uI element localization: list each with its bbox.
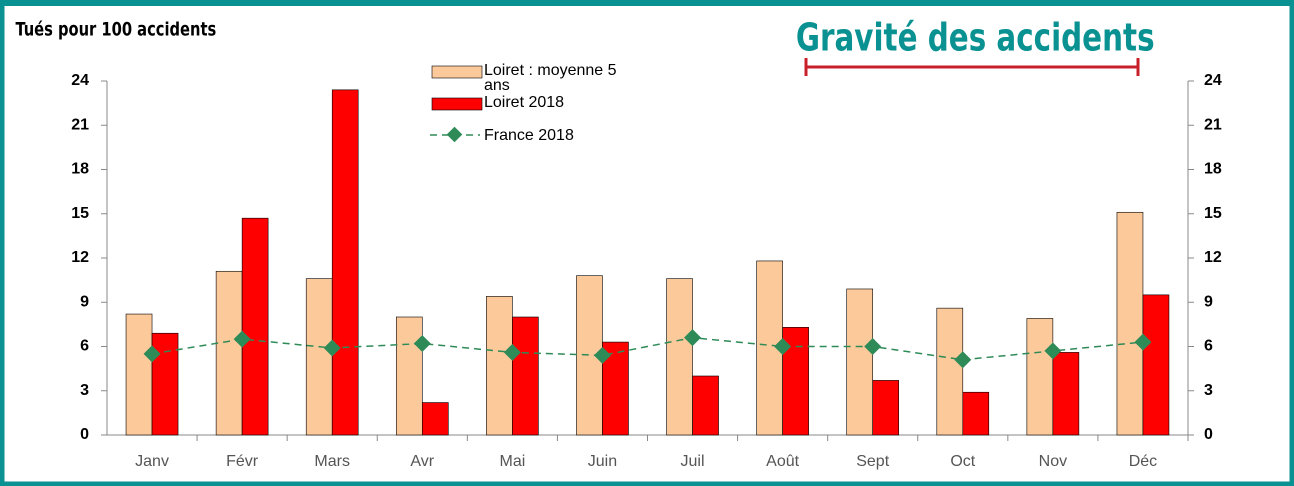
legend-label: France 2018	[484, 127, 574, 144]
bar	[512, 316, 539, 436]
x-tick-label: Nov	[1039, 453, 1067, 470]
x-tick-label: Mai	[499, 453, 525, 470]
marker	[503, 343, 521, 361]
y-axis-label: Tués pour 100 accidents	[15, 19, 216, 40]
y2-tick-label: 18	[1204, 161, 1222, 178]
bar	[692, 375, 719, 436]
marker	[864, 338, 882, 355]
y2-tick-label: 21	[1204, 116, 1222, 133]
legend-label: Loiret 2018	[484, 94, 565, 111]
y-tick-label: 24	[71, 72, 89, 89]
y-tick-label: 9	[80, 293, 89, 310]
bar	[1142, 294, 1170, 436]
bar	[872, 380, 900, 436]
y-tick-label: 15	[71, 205, 89, 222]
bar	[1116, 211, 1144, 436]
bar	[421, 402, 449, 436]
legend-swatch	[446, 126, 463, 143]
bar	[962, 391, 990, 436]
bar	[936, 307, 964, 436]
x-tick-label: Déc	[1129, 453, 1157, 470]
bar	[486, 296, 513, 436]
x-tick-label: Janv	[135, 453, 169, 470]
bar	[1052, 352, 1080, 436]
x-tick-label: Sept	[856, 453, 889, 470]
y2-tick-label: 3	[1204, 382, 1213, 399]
bar	[1026, 318, 1054, 436]
bar	[395, 316, 423, 436]
marker	[684, 329, 702, 347]
y-tick-label: 3	[80, 382, 89, 399]
y2-tick-label: 6	[1204, 338, 1213, 355]
marker	[774, 338, 792, 355]
marker	[323, 339, 341, 357]
top-bar	[0, 0, 1294, 6]
y2-tick-label: 0	[1204, 426, 1213, 443]
title-bracket	[804, 58, 1140, 76]
y-tick-label: 21	[71, 116, 89, 133]
legend-label: Loiret : moyenne 5 ans	[484, 62, 617, 94]
bar	[305, 278, 333, 436]
y2-tick-label: 9	[1204, 293, 1213, 310]
y-tick-label: 6	[80, 338, 89, 355]
y-tick-label: 0	[80, 426, 89, 443]
marker	[593, 346, 611, 364]
y-tick-label: 12	[71, 249, 89, 266]
bar	[331, 89, 359, 436]
line	[151, 336, 1144, 361]
legend-swatch	[431, 97, 483, 111]
x-tick-label: Août	[766, 453, 799, 470]
legend-swatch	[431, 65, 483, 79]
bar	[151, 332, 179, 436]
x-tick-label: Juil	[681, 453, 705, 470]
x-tick-label: Juin	[588, 453, 617, 470]
bar	[846, 288, 874, 436]
bar	[241, 217, 269, 436]
marker	[233, 330, 251, 348]
chart-title: Gravité des accidents	[796, 16, 1155, 60]
y2-tick-label: 15	[1204, 205, 1222, 222]
y2-tick-label: 24	[1204, 72, 1222, 89]
marker	[143, 345, 161, 363]
x-tick-label: Mars	[314, 453, 350, 470]
y2-tick-label: 12	[1204, 249, 1222, 266]
x-tick-label: Avr	[410, 453, 434, 470]
bar	[215, 270, 243, 436]
x-tick-label: Oct	[950, 453, 975, 470]
bar	[666, 278, 693, 436]
bar	[125, 313, 153, 436]
y-tick-label: 18	[71, 161, 89, 178]
x-tick-label: Févr	[226, 453, 259, 470]
marker	[954, 351, 972, 369]
marker	[413, 335, 431, 353]
